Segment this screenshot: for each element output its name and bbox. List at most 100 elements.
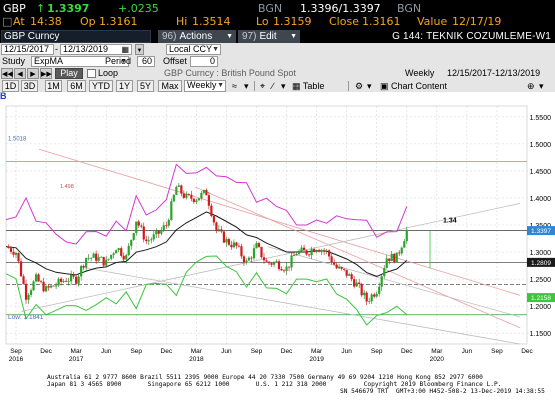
candle-body (182, 193, 185, 198)
draw-tool-icon[interactable]: ∕ (272, 81, 274, 91)
candle-body (270, 263, 273, 265)
zoom-dropdown-icon[interactable]: ▾ (539, 81, 544, 91)
chart-type-dropdown-icon[interactable]: ▾ (244, 81, 249, 91)
x-tick-label: Jun (341, 348, 352, 355)
candle-body (385, 258, 388, 269)
up-arrow-icon: ↑ (36, 2, 46, 15)
low-label: Lo (256, 15, 269, 28)
candle-body (147, 240, 150, 242)
chart-content-button[interactable]: ▣ Chart Content (380, 80, 447, 92)
candle-body (90, 257, 93, 259)
candle-body (312, 249, 316, 252)
x-tick-label: Jun (101, 348, 112, 355)
candle-body (65, 280, 68, 282)
candle-body (307, 254, 311, 256)
close-price: 1.3161 (362, 15, 401, 28)
candle-body (305, 250, 308, 255)
line-chart-icon[interactable]: ≈ (232, 81, 237, 91)
currency-select[interactable]: Local CCY ▼ (166, 44, 221, 55)
rewind-button[interactable]: ◀◀ (1, 68, 13, 79)
actions-button[interactable]: 96) Actions ▼ (158, 30, 236, 43)
candle-body (180, 185, 183, 194)
settings-icon[interactable]: ⚙ (355, 81, 364, 91)
candle-body (340, 266, 343, 269)
range-tab-bar: 1D 3D 1M 6M YTD 1Y 5Y Max Weekly ▼ ≈ ▾ ⌖… (0, 80, 555, 92)
tab-3d[interactable]: 3D (21, 80, 38, 92)
loop-checkbox[interactable] (87, 69, 96, 78)
candle-body (207, 195, 210, 206)
candle-body (343, 268, 346, 270)
settings-dropdown-icon[interactable]: ▾ (367, 81, 372, 91)
tab-5y[interactable]: 5Y (137, 80, 154, 92)
step-back-button[interactable]: ◀ (14, 68, 26, 79)
candle-body (365, 292, 368, 302)
candle-body (280, 269, 283, 271)
candle-body (210, 205, 213, 217)
candle-body (80, 265, 83, 277)
draw-tool-dropdown-icon[interactable]: ▾ (281, 81, 286, 91)
tab-6m[interactable]: 6M (67, 80, 86, 92)
frequency-label: Weekly (405, 68, 435, 78)
price-chart-canvas[interactable]: 1.55001.50001.45001.40001.35001.30001.25… (0, 92, 555, 374)
candle-body (242, 256, 246, 263)
candle-body (323, 250, 326, 252)
candle-body (348, 274, 351, 276)
tab-1m[interactable]: 1M (45, 80, 62, 92)
candle-body (87, 257, 90, 259)
date-dropdown-button[interactable]: ▼ (135, 44, 144, 55)
security-input[interactable]: GBP Curncy (1, 30, 151, 43)
table-view-button[interactable]: ▦ Table (292, 80, 324, 92)
crosshair-icon[interactable]: ⌖ (260, 81, 266, 91)
chevron-down-icon: ▼ (212, 46, 219, 53)
period-field[interactable]: 60 (137, 56, 155, 67)
tab-1y[interactable]: 1Y (116, 80, 133, 92)
x-tick-label: Dec (161, 348, 173, 355)
candle-body (47, 286, 50, 288)
candle-body (257, 243, 261, 247)
candle-body (395, 252, 398, 263)
candle-body (157, 231, 160, 234)
tab-1d[interactable]: 1D (2, 80, 19, 92)
x-tick-label: Dec (401, 348, 413, 355)
annotation-high: 1.34 (443, 217, 457, 224)
candle-body (247, 257, 251, 261)
edit-button[interactable]: 97) Edit ▼ (238, 30, 300, 43)
offset-field[interactable]: 0 (190, 56, 218, 67)
x-year-label: 2019 (309, 356, 324, 363)
end-date-field[interactable]: 12/13/2019 ▦ (60, 44, 132, 55)
x-year-label: 2016 (9, 356, 24, 363)
candle-body (200, 192, 203, 199)
start-date-field[interactable]: 12/15/2017 (1, 44, 54, 55)
value-date: 12/17/19 (452, 15, 502, 28)
candle-body (110, 254, 113, 259)
frequency-select[interactable]: Weekly ▼ (184, 80, 226, 92)
x-tick-label: Sep (371, 348, 383, 355)
candle-body (315, 250, 318, 252)
step-forward-button[interactable]: ▶ (27, 68, 39, 79)
tab-max[interactable]: Max (158, 80, 182, 92)
fast-forward-button[interactable]: ▶▶ (40, 68, 52, 79)
candle-body (132, 233, 135, 240)
candle-body (140, 225, 143, 227)
y-tick-label: 1.2500 (530, 277, 552, 284)
candle-body (77, 276, 80, 284)
candle-body (67, 281, 70, 283)
loop-label: Loop (98, 68, 119, 78)
price-tag (527, 257, 555, 267)
chevron-down-icon: ▼ (136, 48, 143, 54)
candle-body (150, 239, 153, 241)
candle-body (185, 193, 188, 198)
price-chart[interactable]: B 1.55001.50001.45001.40001.35001.30001.… (0, 92, 555, 400)
study-select[interactable]: ExpMA ▼ (31, 56, 129, 67)
chevron-down-icon: ▼ (120, 58, 127, 65)
page-title: G 144: TEKNIK COZUMLEME-W1 (392, 31, 551, 42)
candle-body (187, 193, 190, 195)
tab-ytd[interactable]: YTD (89, 80, 113, 92)
play-button[interactable]: Play (55, 68, 83, 79)
zoom-icon[interactable]: ⊕ (527, 81, 535, 91)
chart-content-label: Chart Content (391, 81, 448, 91)
candle-body (102, 256, 105, 266)
candle-body (215, 222, 218, 231)
candle-body (105, 259, 108, 266)
candle-body (333, 262, 336, 265)
